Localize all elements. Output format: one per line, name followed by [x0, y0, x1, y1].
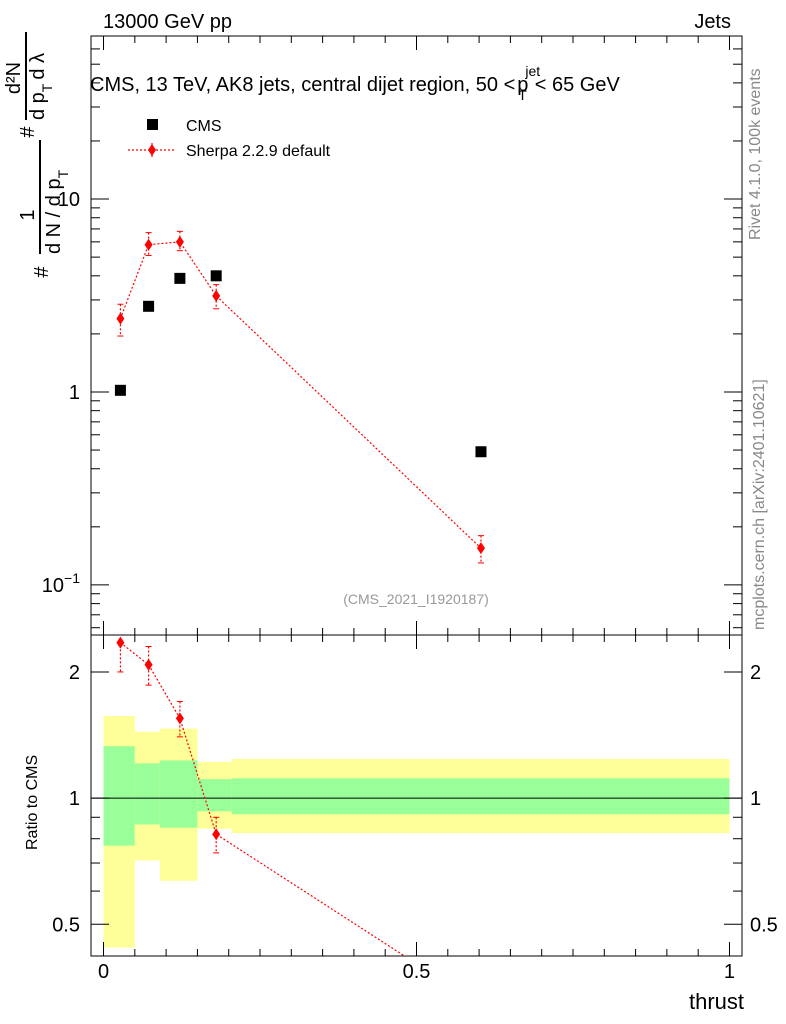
ylabel-hash2: # [17, 126, 39, 138]
title-end: < 65 GeV [535, 74, 621, 96]
ratio-sherpa-data-point [116, 636, 125, 649]
ratio-y-axis-label: Ratio to CMS [24, 755, 41, 850]
ratio-sherpa-data-point [175, 712, 184, 725]
ylabel-hash: # [31, 266, 53, 278]
sherpa-data-point [212, 289, 221, 302]
plot-title: CMS, 13 TeV, AK8 jets, central dijet reg… [90, 63, 620, 103]
main-series-layer [114, 230, 487, 564]
stat-uncertainty-band [231, 778, 730, 815]
stat-uncertainty-band [159, 760, 198, 828]
cms-data-point [475, 446, 487, 458]
y-tick-label: 1 [69, 382, 80, 404]
legend-sherpa-marker [148, 144, 156, 156]
sherpa-line [119, 241, 482, 549]
sherpa-data-point [175, 235, 184, 248]
x-tick-label: 1 [724, 961, 735, 983]
ylabel-den2-text: d p [27, 92, 49, 120]
ratio-y-tick-label: 0.5 [52, 914, 80, 936]
sherpa-data-point [116, 312, 125, 325]
ratio-y-tick-label-right: 2 [750, 662, 761, 684]
ylabel-lambda: d λ [27, 53, 49, 80]
legend-cms-label: CMS [186, 118, 222, 135]
y-axis-label-main: # 1 d N / d pT # d²N d pTd λ [3, 32, 71, 278]
y-tick-label: 10 [58, 189, 80, 211]
ratio-series-layer [116, 635, 406, 956]
header-left: 13000 GeV pp [103, 11, 232, 33]
ylabel-den2-T: T [39, 83, 55, 92]
title-p: p [517, 74, 528, 96]
ylabel-num2: d²N [3, 62, 25, 94]
y-tick-label-exponent: −1 [64, 570, 80, 586]
legend-cms-marker [147, 119, 158, 130]
title-jet: jet [524, 63, 540, 79]
ratio-y-tick-label-right: 0.5 [750, 914, 778, 936]
cms-data-point [174, 272, 186, 284]
ratio-y-tick-label-right: 1 [750, 788, 761, 810]
stat-uncertainty-band [197, 779, 232, 812]
ticks-layer [91, 35, 742, 956]
title-main: CMS, 13 TeV, AK8 jets, central dijet reg… [90, 74, 515, 96]
header-right: Jets [694, 11, 731, 33]
y-tick-label-base: 10 [42, 575, 64, 597]
sherpa-data-point [144, 238, 153, 251]
ratio-sherpa-data-point [144, 658, 153, 671]
ylabel-den: d N / d pT [43, 169, 71, 254]
sherpa-data-point [476, 542, 485, 555]
ylabel-den-T: T [55, 169, 71, 178]
ratio-sherpa-data-point [212, 828, 221, 841]
side-label-rivet: Rivet 4.1.0, 100k events [747, 68, 764, 240]
cms-data-point [210, 270, 222, 282]
title-T: T [518, 87, 527, 103]
x-axis-label: thrust [689, 989, 744, 1014]
ratio-y-tick-label: 1 [69, 788, 80, 810]
ylabel-den2: d pTd λ [27, 53, 55, 120]
x-tick-label: 0.5 [403, 961, 431, 983]
ratio-y-tick-label: 2 [69, 662, 80, 684]
legend-sherpa-label: Sherpa 2.2.9 default [186, 143, 331, 160]
x-tick-label: 0 [98, 961, 109, 983]
y-tick-label-base: 10 [58, 189, 80, 211]
cms-data-point [143, 300, 155, 312]
ratio-bands-layer [103, 715, 730, 948]
ylabel-one: 1 [17, 209, 39, 220]
ylabel-den-text: d N / d p [43, 178, 65, 254]
watermark: (CMS_2021_I1920187) [343, 591, 489, 607]
cms-data-point [114, 384, 126, 396]
stat-uncertainty-band [103, 746, 135, 846]
side-label-source: mcplots.cern.ch [arXiv:2401.10621] [751, 379, 768, 630]
y-tick-label-base: 1 [69, 382, 80, 404]
y-tick-label: 10−1 [42, 570, 80, 597]
stat-uncertainty-band [134, 763, 160, 825]
